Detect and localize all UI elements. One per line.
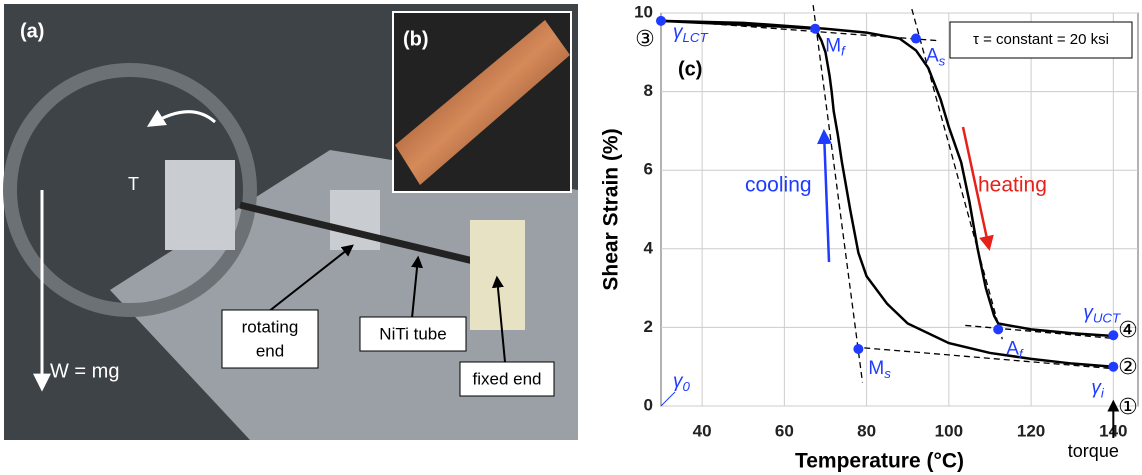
label-text: M <box>825 36 841 57</box>
panel-label: (b) <box>403 28 429 50</box>
label-text: A <box>1006 338 1019 359</box>
x-tick-label: 120 <box>1017 421 1045 440</box>
figure: (a) (b) T W = mg rotating end NiTi tube … <box>0 0 1142 475</box>
y-tick-label: 4 <box>644 238 654 257</box>
y-tick-label: 10 <box>634 2 653 21</box>
y-tick-label: 8 <box>644 81 653 100</box>
callout: rotating <box>242 317 299 336</box>
y-tick-label: 6 <box>644 160 653 179</box>
x-tick-label: 40 <box>693 421 712 440</box>
x-tick-label: 80 <box>857 421 876 440</box>
panel-label: (c) <box>678 58 702 80</box>
callout: T <box>128 174 139 194</box>
stage-number: ② <box>1118 354 1138 379</box>
stage-number: ③ <box>635 26 655 51</box>
y-axis-title: Shear Strain (%) <box>600 128 623 290</box>
label-subscript: 0 <box>683 379 691 394</box>
panel-label: (a) <box>20 20 44 42</box>
x-axis-title: Temperature (°C) <box>795 450 964 473</box>
label-text: M <box>868 358 884 379</box>
callout: end <box>256 341 284 360</box>
point <box>810 24 820 34</box>
mount <box>330 190 380 250</box>
label-text: A <box>926 46 939 67</box>
plot-area <box>661 13 1138 406</box>
stage-number: ① <box>1118 394 1138 419</box>
photo: (a) (b) T W = mg rotating end NiTi tube … <box>4 4 578 440</box>
y-tick-label: 0 <box>644 395 653 414</box>
torque-label: torque <box>1068 441 1119 461</box>
callout: NiTi tube <box>379 324 446 343</box>
label-subscript: s <box>939 53 946 68</box>
callout: W = mg <box>50 360 119 382</box>
annotation: heating <box>978 174 1047 197</box>
point <box>993 324 1003 334</box>
annotation: cooling <box>745 174 812 197</box>
condition: τ = constant = 20 ksi <box>973 31 1109 48</box>
y-tick-label: 2 <box>644 317 653 336</box>
callout: fixed end <box>473 369 542 388</box>
x-tick-label: 100 <box>935 421 963 440</box>
x-tick-label: 60 <box>775 421 794 440</box>
label-subscript: UCT <box>1093 310 1121 325</box>
point <box>1108 362 1118 372</box>
stage-number: ④ <box>1118 317 1138 342</box>
fixed-block <box>470 220 525 330</box>
label-subscript: LCT <box>683 29 709 44</box>
label-subscript: s <box>884 366 891 381</box>
point <box>911 34 921 44</box>
mount <box>165 160 235 250</box>
point <box>1108 330 1118 340</box>
point <box>656 16 666 26</box>
point <box>853 344 863 354</box>
